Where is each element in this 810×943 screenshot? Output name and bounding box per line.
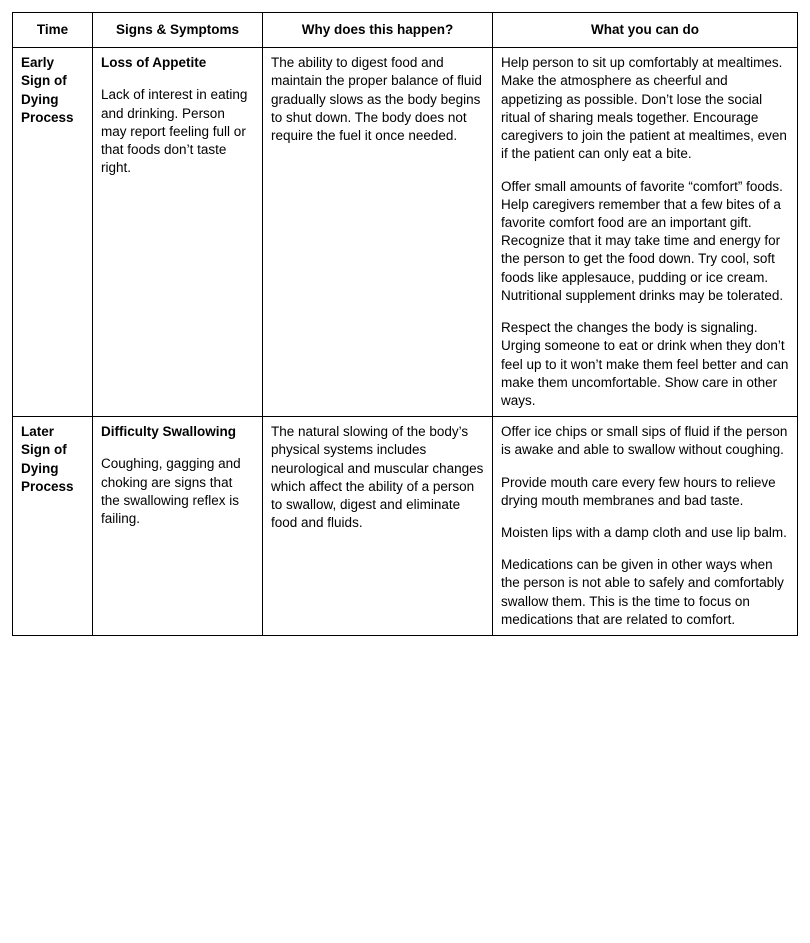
table-header-row: Time Signs & Symptoms Why does this happ… xyxy=(13,13,798,48)
cell-time: Later Sign of Dying Process xyxy=(13,417,93,636)
todo-para: Medications can be given in other ways w… xyxy=(501,556,789,629)
table-body: Early Sign of Dying Process Loss of Appe… xyxy=(13,48,798,636)
header-todo: What you can do xyxy=(493,13,798,48)
header-why: Why does this happen? xyxy=(263,13,493,48)
cell-signs: Loss of Appetite Lack of interest in eat… xyxy=(93,48,263,417)
signs-symptoms-table: Time Signs & Symptoms Why does this happ… xyxy=(12,12,798,636)
cell-todo: Offer ice chips or small sips of fluid i… xyxy=(493,417,798,636)
cell-signs: Difficulty Swallowing Coughing, gagging … xyxy=(93,417,263,636)
todo-para: Respect the changes the body is signalin… xyxy=(501,319,789,410)
table-row: Later Sign of Dying Process Difficulty S… xyxy=(13,417,798,636)
signs-desc: Coughing, gagging and choking are signs … xyxy=(101,455,254,528)
todo-para: Provide mouth care every few hours to re… xyxy=(501,474,789,510)
todo-para: Offer ice chips or small sips of fluid i… xyxy=(501,423,789,459)
signs-title: Difficulty Swallowing xyxy=(101,423,254,441)
header-signs: Signs & Symptoms xyxy=(93,13,263,48)
header-time: Time xyxy=(13,13,93,48)
table-row: Early Sign of Dying Process Loss of Appe… xyxy=(13,48,798,417)
todo-para: Moisten lips with a damp cloth and use l… xyxy=(501,524,789,542)
signs-title: Loss of Appetite xyxy=(101,54,254,72)
todo-para: Help person to sit up comfortably at mea… xyxy=(501,54,789,163)
cell-why: The ability to digest food and maintain … xyxy=(263,48,493,417)
cell-why: The natural slowing of the body’s physic… xyxy=(263,417,493,636)
todo-para: Offer small amounts of favorite “comfort… xyxy=(501,178,789,306)
cell-todo: Help person to sit up comfortably at mea… xyxy=(493,48,798,417)
cell-time: Early Sign of Dying Process xyxy=(13,48,93,417)
signs-desc: Lack of interest in eating and drinking.… xyxy=(101,86,254,177)
